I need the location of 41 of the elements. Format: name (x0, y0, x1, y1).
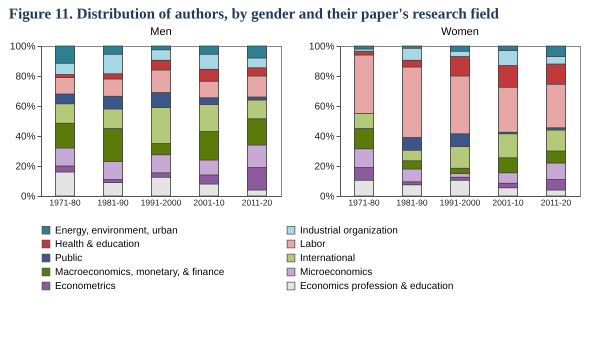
chart-title: Men (150, 26, 172, 38)
y-tick-label: 0% (320, 192, 335, 202)
y-tick-label: 60% (314, 102, 335, 112)
x-tick-label: 2001-10 (193, 198, 225, 208)
legend-label: Labor (300, 239, 326, 250)
y-tick-label: 0% (21, 192, 36, 202)
y-tick-label: 40% (314, 132, 335, 142)
y-tick-label: 80% (314, 72, 335, 82)
bar (354, 46, 374, 50)
bar (151, 176, 171, 196)
legend-label: Health & education (55, 239, 140, 250)
y-tick-label: 20% (15, 162, 36, 172)
legend-label: Econometrics (55, 281, 116, 292)
x-tick-label: 2001-10 (492, 198, 524, 208)
x-tick-label: 2011-20 (540, 198, 572, 208)
y-tick-label: 40% (15, 132, 36, 142)
legend-label: Economics profession & education (300, 281, 454, 292)
y-tick-label: 80% (15, 72, 36, 82)
x-tick-label: 1971-80 (348, 198, 380, 208)
legend-label: International (300, 253, 356, 264)
chart-title: Women (441, 26, 479, 38)
y-tick-label: 60% (15, 102, 36, 112)
bar (450, 180, 470, 196)
bar (498, 187, 518, 196)
x-tick-label: 1991-2000 (140, 198, 182, 208)
legend-label: Industrial organization (300, 225, 398, 236)
legend-label: Macroeconomics, monetary, & finance (55, 267, 225, 278)
x-tick-label: 1981-90 (97, 198, 129, 208)
bar (103, 182, 123, 196)
caption: Figure 11. Distribution of authors, by gender and their paper's research field (8, 6, 500, 22)
legend-label: Public (55, 253, 82, 264)
bar (402, 184, 422, 196)
x-tick-label: 1971-80 (49, 198, 81, 208)
legend-label: Energy, environment, urban (55, 225, 178, 236)
x-tick-label: 2011-20 (242, 198, 273, 208)
y-tick-label: 100% (10, 42, 36, 52)
y-tick-label: 20% (314, 162, 335, 172)
y-tick-label: 100% (308, 42, 335, 52)
x-tick-label: 1981-90 (396, 198, 428, 208)
legend-label: Microeconomics (300, 267, 372, 278)
x-tick-label: 1991-2000 (440, 198, 481, 208)
